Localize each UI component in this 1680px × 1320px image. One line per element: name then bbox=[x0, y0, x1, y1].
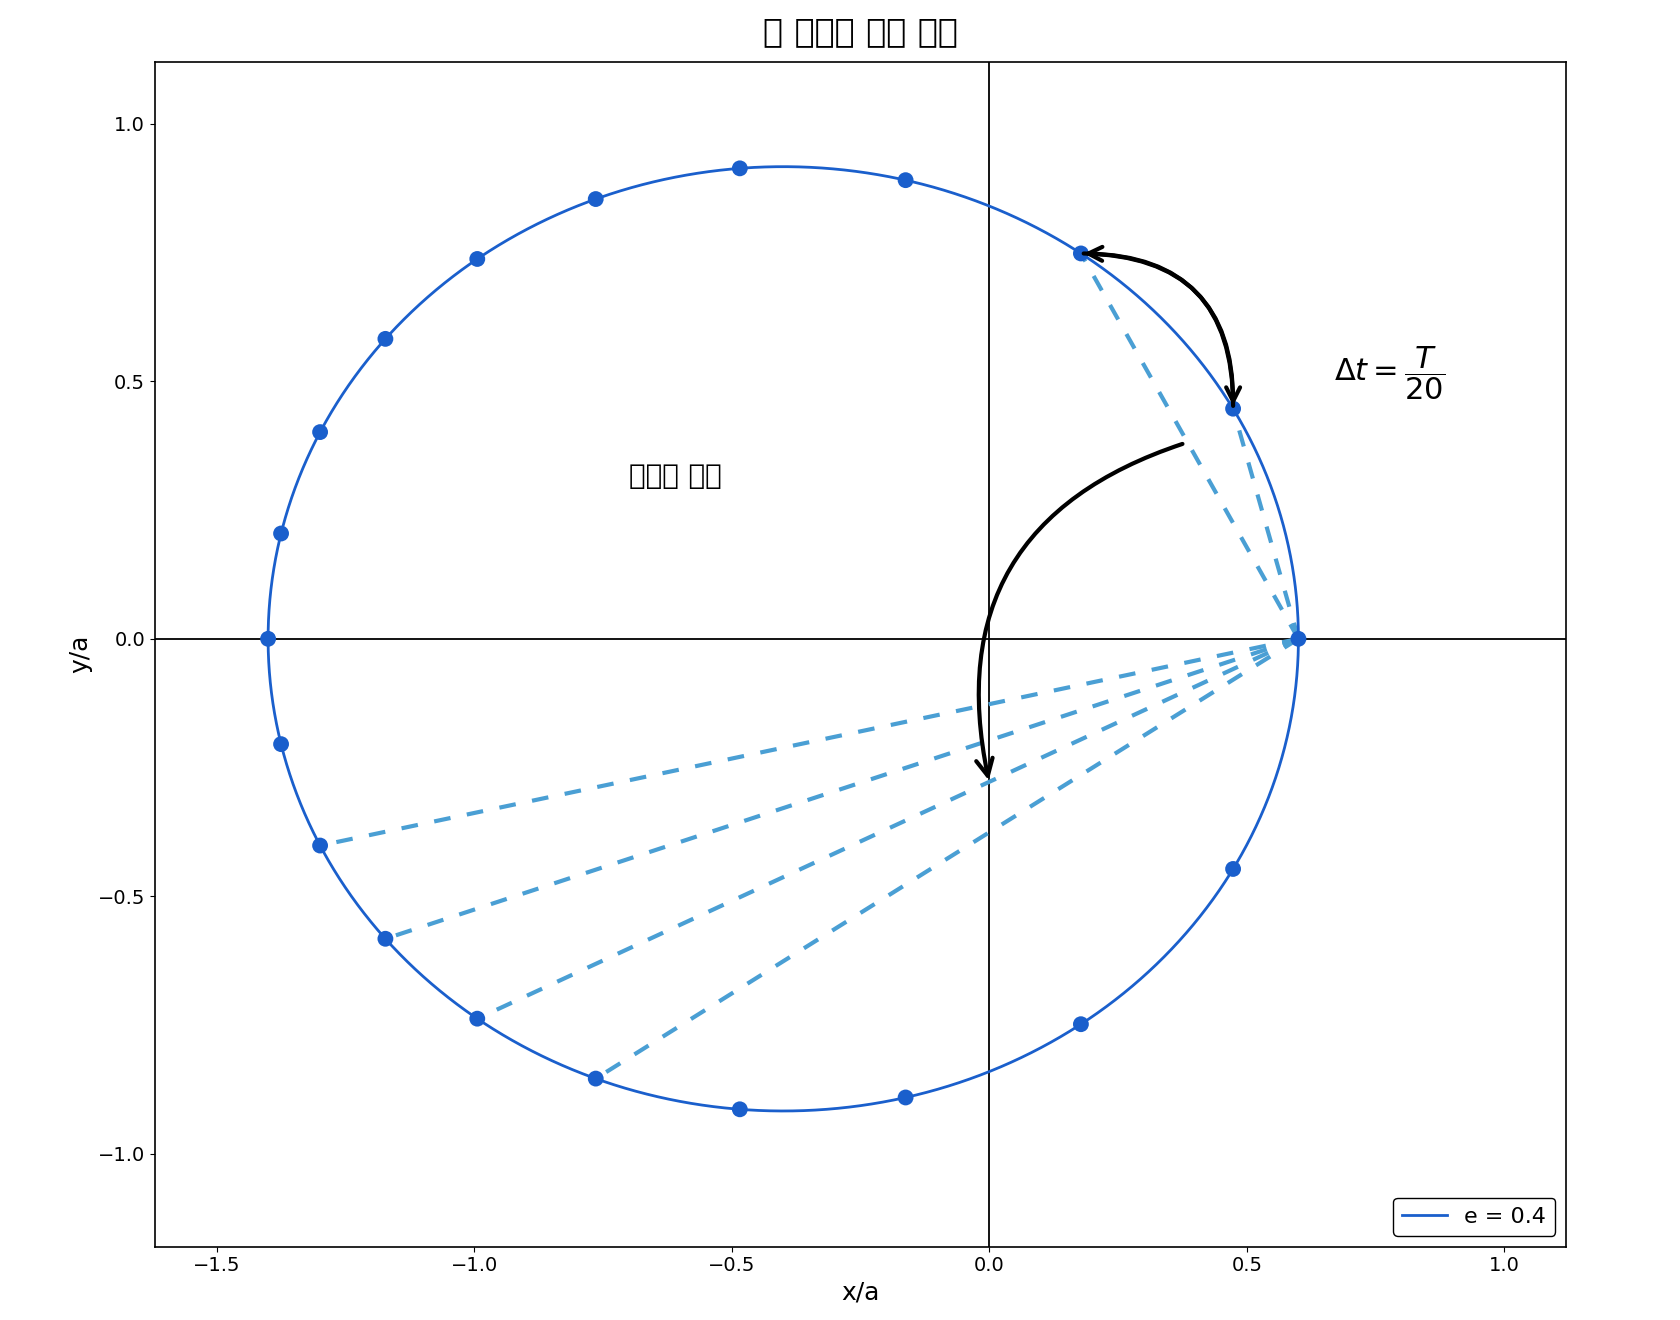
Point bbox=[583, 189, 610, 210]
Point bbox=[726, 1098, 753, 1119]
Point bbox=[892, 169, 919, 190]
Point bbox=[1285, 628, 1312, 649]
Point bbox=[464, 1008, 491, 1030]
Text: 동일한 면적: 동일한 면적 bbox=[628, 462, 721, 490]
Point bbox=[1067, 243, 1094, 264]
Point bbox=[1067, 1014, 1094, 1035]
Legend: e = 0.4: e = 0.4 bbox=[1393, 1197, 1556, 1236]
Point bbox=[371, 928, 398, 949]
Point bbox=[255, 628, 282, 649]
Point bbox=[892, 1086, 919, 1107]
Point bbox=[583, 1068, 610, 1089]
Point bbox=[267, 523, 294, 544]
Text: $\Delta t = \dfrac{T}{20}$: $\Delta t = \dfrac{T}{20}$ bbox=[1334, 345, 1445, 401]
Y-axis label: y/a: y/a bbox=[69, 635, 92, 673]
Point bbox=[307, 421, 334, 442]
FancyArrowPatch shape bbox=[976, 444, 1183, 776]
X-axis label: x/a: x/a bbox=[842, 1280, 880, 1305]
Point bbox=[267, 734, 294, 755]
FancyArrowPatch shape bbox=[1084, 253, 1240, 401]
Point bbox=[1220, 399, 1247, 420]
Point bbox=[1220, 858, 1247, 879]
Point bbox=[371, 329, 398, 350]
Title: 념 행성의 궤도 운동: 념 행성의 궤도 운동 bbox=[763, 15, 958, 48]
Point bbox=[726, 158, 753, 180]
Point bbox=[464, 248, 491, 269]
FancyArrowPatch shape bbox=[1089, 247, 1233, 407]
Point bbox=[307, 836, 334, 857]
